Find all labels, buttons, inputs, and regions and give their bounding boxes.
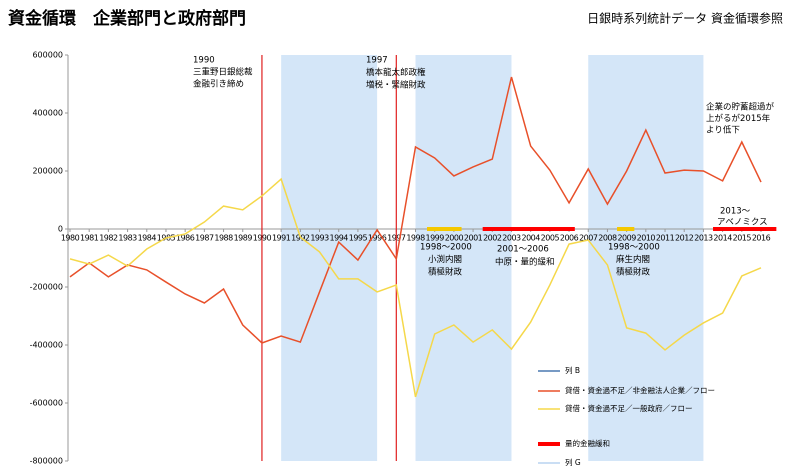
y-tick-label: 600000 xyxy=(32,51,63,60)
x-tick-label: 1988 xyxy=(214,234,233,243)
x-tick-label: 2000 xyxy=(445,234,464,243)
x-tick-label: 2004 xyxy=(521,234,540,243)
x-tick-label: 1993 xyxy=(310,234,329,243)
annotation: 中原・量的緩和 xyxy=(495,257,555,268)
x-tick-label: 2013 xyxy=(694,234,713,243)
x-tick-label: 1999 xyxy=(426,234,445,243)
annotation: 金融引き締め xyxy=(193,79,244,90)
chart-title: 資金循環 企業部門と政府部門 xyxy=(8,8,246,29)
x-tick-label: 2009 xyxy=(617,234,636,243)
x-tick-label: 1980 xyxy=(61,234,80,243)
annotation: 企業の貯蓄超過が xyxy=(706,102,775,113)
annotation: 1997 xyxy=(366,56,388,66)
x-tick-label: 2010 xyxy=(637,234,656,243)
annotation: 三重野日銀総裁 xyxy=(193,67,253,78)
annotation: 積極財政 xyxy=(428,267,463,278)
y-tick-label: -400000 xyxy=(30,341,63,350)
annotation: 1990 xyxy=(193,56,215,66)
series-line xyxy=(69,177,762,398)
shaded-range xyxy=(588,55,704,461)
y-tick-label: -800000 xyxy=(30,457,63,466)
x-tick-label: 2002 xyxy=(483,234,502,243)
x-tick-label: 1984 xyxy=(138,234,157,243)
legend-label: 列 G xyxy=(565,457,581,467)
x-tick-label: 2006 xyxy=(560,234,579,243)
x-tick-label: 1994 xyxy=(330,234,349,243)
x-tick-label: 2003 xyxy=(502,234,521,243)
series-line xyxy=(69,76,762,344)
x-tick-label: 1996 xyxy=(368,234,387,243)
annotation: 1998～2000 xyxy=(420,243,472,253)
legend-label: 量的金融緩和 xyxy=(565,438,610,448)
annotation: 小渕内閣 xyxy=(428,254,462,265)
annotation: 麻生内閣 xyxy=(616,254,650,265)
annotation: 橋本龍太郎政権 xyxy=(366,67,426,78)
annotation: 上がるが2015年 xyxy=(706,113,771,124)
chart-subtitle: 日銀時系列統計データ 資金循環参照 xyxy=(587,11,783,26)
x-tick-label: 2008 xyxy=(598,234,617,243)
x-tick-label: 1998 xyxy=(406,234,425,243)
legend-label: 列 B xyxy=(565,365,580,375)
annotation: 2001～2006 xyxy=(497,245,549,255)
annotation: 増税・緊縮財政 xyxy=(366,80,426,91)
y-tick-label: -600000 xyxy=(30,399,63,408)
x-tick-label: 2007 xyxy=(579,234,598,243)
x-tick-label: 2012 xyxy=(675,234,694,243)
x-tick-label: 1991 xyxy=(272,234,291,243)
x-tick-label: 2001 xyxy=(464,234,483,243)
x-tick-label: 2015 xyxy=(733,234,752,243)
y-tick-label: 200000 xyxy=(32,167,63,176)
annotation: アベノミクス xyxy=(717,218,768,228)
legend-label: 貸借・資金過不足／非金融法人企業／フロー xyxy=(565,385,715,395)
shaded-range xyxy=(281,55,378,461)
x-tick-label: 2016 xyxy=(752,234,771,243)
x-tick-label: 1989 xyxy=(234,234,253,243)
y-tick-label: 400000 xyxy=(32,109,63,118)
annotation: 積極財政 xyxy=(616,267,651,278)
annotation: 2013～ xyxy=(720,207,751,217)
x-tick-label: 2005 xyxy=(541,234,560,243)
x-tick-label: 1981 xyxy=(80,234,99,243)
y-tick-label: 0 xyxy=(58,225,63,234)
x-tick-label: 1983 xyxy=(118,234,137,243)
shaded-range xyxy=(415,55,512,461)
y-tick-label: -200000 xyxy=(30,283,63,292)
x-tick-label: 2011 xyxy=(656,234,675,243)
x-tick-label: 1986 xyxy=(176,234,195,243)
x-tick-label: 1982 xyxy=(99,234,118,243)
x-tick-label: 1987 xyxy=(195,234,214,243)
annotation: より低下 xyxy=(706,125,740,136)
annotation: 1998～2000 xyxy=(608,243,660,253)
x-tick-label: 2014 xyxy=(713,234,732,243)
x-tick-label: 1995 xyxy=(349,234,368,243)
legend-label: 貸借・資金過不足／一般政府／フロー xyxy=(565,403,693,413)
